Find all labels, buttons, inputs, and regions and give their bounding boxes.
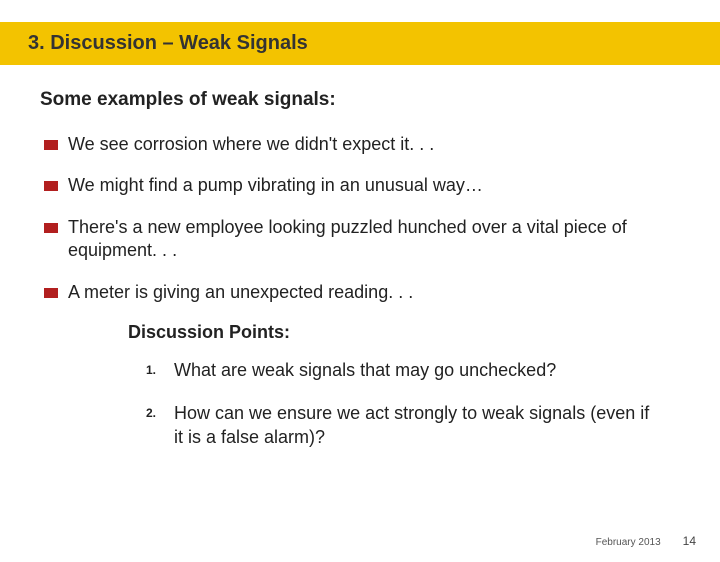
bullet-text: We might find a pump vibrating in an unu… [68,174,680,197]
bullet-list: We see corrosion where we didn't expect … [40,133,680,304]
bullet-text: A meter is giving an unexpected reading.… [68,281,680,304]
discussion-text: How can we ensure we act strongly to wea… [174,402,680,449]
number-marker: 2. [146,402,174,422]
bullet-icon [44,223,58,233]
bullet-text: There's a new employee looking puzzled h… [68,216,680,263]
list-item: We might find a pump vibrating in an unu… [44,174,680,197]
discussion-block: Discussion Points: 1. What are weak sign… [40,322,680,449]
content-area: Some examples of weak signals: We see co… [0,65,720,449]
bullet-icon [44,140,58,150]
list-item: 2. How can we ensure we act strongly to … [146,402,680,449]
title-bar: 3. Discussion – Weak Signals [0,22,720,65]
list-item: There's a new employee looking puzzled h… [44,216,680,263]
footer-page-number: 14 [683,534,696,548]
footer-date: February 2013 [596,537,661,548]
slide-title: 3. Discussion – Weak Signals [28,32,692,55]
bullet-icon [44,181,58,191]
list-item: A meter is giving an unexpected reading.… [44,281,680,304]
bullet-icon [44,288,58,298]
footer: February 2013 14 [596,534,696,548]
subheading: Some examples of weak signals: [40,89,680,111]
number-marker: 1. [146,359,174,379]
list-item: 1. What are weak signals that may go unc… [146,359,680,382]
discussion-text: What are weak signals that may go unchec… [174,359,680,382]
numbered-list: 1. What are weak signals that may go unc… [128,359,680,449]
discussion-heading: Discussion Points: [128,322,680,343]
bullet-text: We see corrosion where we didn't expect … [68,133,680,156]
list-item: We see corrosion where we didn't expect … [44,133,680,156]
